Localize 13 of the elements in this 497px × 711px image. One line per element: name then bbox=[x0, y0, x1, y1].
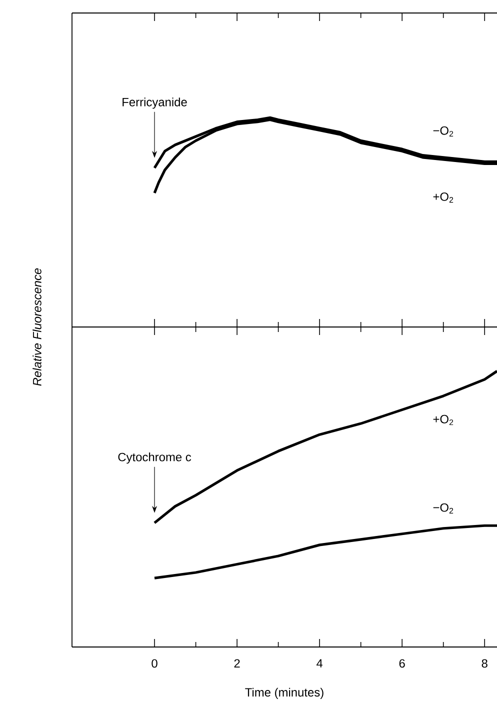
x-tick-label: 2 bbox=[234, 659, 240, 668]
x-axis-title: Time (minutes) bbox=[245, 688, 324, 699]
x-tick-label: 4 bbox=[316, 659, 323, 668]
series-label: +O$_{2}$ bbox=[433, 414, 454, 426]
text: Ferricyanide bbox=[122, 98, 187, 109]
series-label: −O$_{2}$ bbox=[433, 126, 454, 137]
x-tick-label: 6 bbox=[399, 659, 405, 668]
y-axis-title: Relative Fluorescence bbox=[32, 268, 42, 386]
annotation: Cytochrome c bbox=[118, 452, 192, 464]
x-tick-label: 8 bbox=[482, 659, 488, 668]
text: +O$_{2}$ bbox=[433, 192, 454, 203]
series-label: −O$_{2}$ bbox=[433, 503, 454, 514]
x-tick-label: 0 bbox=[152, 659, 158, 668]
